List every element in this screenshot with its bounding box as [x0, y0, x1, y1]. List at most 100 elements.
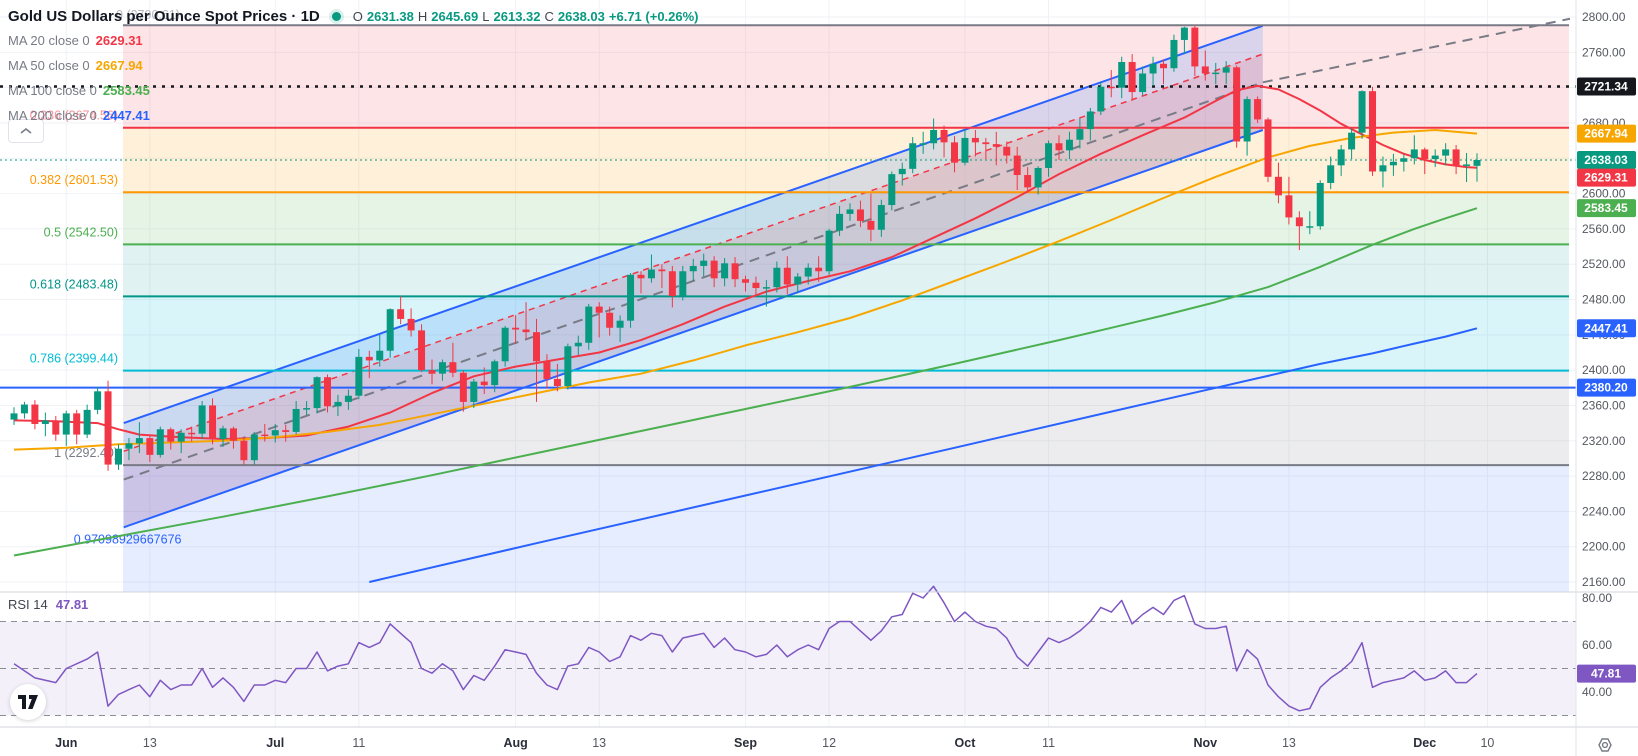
candle[interactable] [1139, 73, 1147, 93]
candle[interactable] [877, 205, 885, 230]
candle[interactable] [292, 408, 300, 432]
candle[interactable] [595, 306, 603, 313]
candle[interactable] [386, 309, 394, 351]
candle[interactable] [1431, 155, 1439, 160]
price-badge[interactable] [1577, 199, 1636, 218]
candle[interactable] [1107, 86, 1115, 89]
candle[interactable] [177, 432, 185, 442]
candle[interactable] [344, 395, 352, 402]
market-status-icon[interactable] [331, 11, 341, 21]
candle[interactable] [815, 267, 823, 272]
candle[interactable] [1243, 99, 1251, 142]
candle[interactable] [836, 213, 844, 231]
candle[interactable] [209, 405, 217, 439]
candle[interactable] [240, 440, 248, 461]
candle[interactable] [1410, 149, 1418, 159]
price-badge[interactable] [1577, 77, 1636, 96]
candle[interactable] [762, 287, 770, 289]
tradingview-logo[interactable] [10, 684, 46, 720]
candle[interactable] [637, 274, 645, 279]
candle[interactable] [982, 142, 990, 145]
candle[interactable] [856, 209, 864, 221]
candle[interactable] [679, 271, 687, 296]
candle[interactable] [752, 282, 760, 289]
candle[interactable] [1295, 217, 1303, 227]
candle[interactable] [1348, 132, 1356, 150]
candle[interactable] [1170, 39, 1178, 69]
candle[interactable] [553, 378, 561, 387]
symbol-title[interactable]: Gold US Dollars per Ounce Spot Prices · … [8, 7, 320, 25]
candle[interactable] [1128, 62, 1136, 93]
candle[interactable] [219, 428, 227, 439]
candle[interactable] [491, 361, 499, 386]
candle[interactable] [627, 274, 635, 321]
candle[interactable] [250, 434, 258, 461]
ma200-line[interactable] [369, 327, 1478, 583]
candle[interactable] [1452, 149, 1460, 166]
candle[interactable] [1055, 143, 1063, 151]
candle[interactable] [156, 429, 164, 455]
candle[interactable] [1160, 63, 1167, 69]
candle[interactable] [1086, 111, 1094, 130]
candle[interactable] [271, 430, 279, 436]
candle[interactable] [689, 265, 697, 272]
candle[interactable] [1306, 226, 1314, 228]
candle[interactable] [1264, 119, 1272, 177]
ma200-legend-row[interactable]: MA 200 close 0 2447.41 [8, 103, 699, 128]
candle[interactable] [146, 438, 154, 455]
candle[interactable] [888, 174, 896, 206]
candle[interactable] [783, 267, 791, 285]
candle[interactable] [1285, 195, 1293, 218]
price-badge[interactable] [1577, 378, 1636, 397]
candle[interactable] [647, 269, 655, 279]
candle[interactable] [20, 404, 28, 414]
candle[interactable] [1463, 164, 1471, 166]
candle[interactable] [334, 401, 342, 407]
candle[interactable] [31, 404, 39, 424]
candle[interactable] [1034, 167, 1042, 188]
candle[interactable] [940, 130, 948, 143]
candle[interactable] [1013, 155, 1021, 176]
candle[interactable] [846, 209, 854, 214]
price-badge[interactable] [1577, 319, 1636, 338]
candle[interactable] [585, 306, 593, 343]
symbol-title-row[interactable]: Gold US Dollars per Ounce Spot Prices · … [8, 4, 699, 28]
candle[interactable] [1097, 86, 1105, 112]
candle[interactable] [365, 356, 373, 361]
candle[interactable] [1337, 149, 1345, 166]
candle[interactable] [533, 332, 540, 362]
legend-collapse-button[interactable] [8, 119, 44, 143]
ma100-legend-row[interactable]: MA 100 close 0 2583.45 [8, 78, 699, 103]
candle[interactable] [804, 267, 812, 277]
candle[interactable] [1065, 139, 1073, 151]
candle[interactable] [564, 346, 572, 387]
candle[interactable] [794, 276, 802, 285]
candle[interactable] [1421, 149, 1429, 160]
candle[interactable] [62, 413, 70, 435]
candle[interactable] [10, 413, 18, 420]
candle[interactable] [83, 409, 91, 435]
candle[interactable] [825, 230, 833, 272]
candle[interactable] [1473, 159, 1481, 166]
candle[interactable] [125, 443, 133, 449]
candle[interactable] [721, 263, 729, 279]
ma100-line[interactable] [13, 207, 1478, 557]
candle[interactable] [324, 377, 331, 407]
candle[interactable] [52, 420, 60, 435]
candle[interactable] [1118, 62, 1126, 88]
candle[interactable] [376, 350, 384, 361]
candle[interactable] [115, 448, 122, 465]
candle[interactable] [355, 356, 363, 396]
candle[interactable] [1254, 99, 1262, 120]
rsi-line[interactable] [13, 585, 1478, 712]
candle[interactable] [1222, 67, 1230, 73]
candle[interactable] [512, 327, 520, 330]
candle[interactable] [909, 143, 917, 169]
price-badge[interactable] [1577, 124, 1636, 143]
candle[interactable] [1233, 67, 1241, 142]
candle[interactable] [1327, 165, 1335, 183]
candle[interactable] [1191, 27, 1199, 67]
candle[interactable] [731, 263, 739, 280]
candle[interactable] [229, 428, 237, 441]
